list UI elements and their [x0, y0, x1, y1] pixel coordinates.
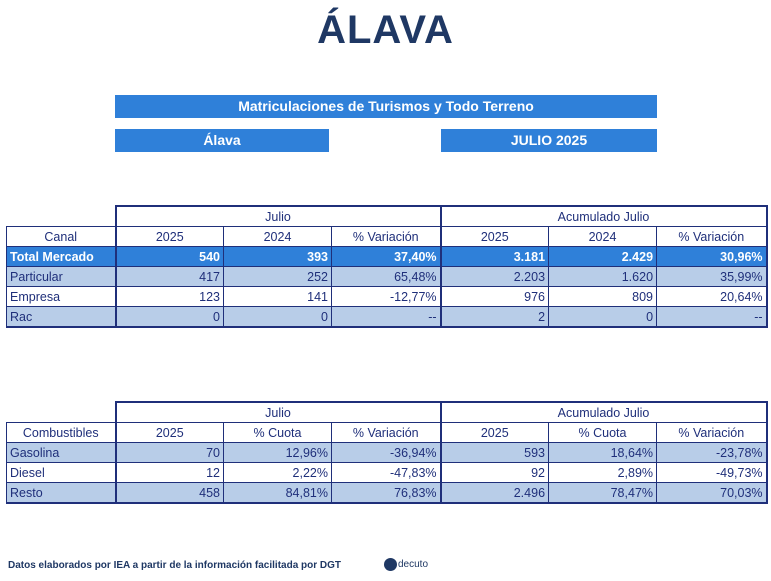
- row-label: Resto: [6, 482, 116, 504]
- group-header-acumulado: Acumulado Julio: [439, 205, 768, 227]
- column-header: % Variación: [656, 226, 768, 247]
- column-header: Combustibles: [6, 422, 116, 443]
- table-cell: -36,94%: [330, 442, 442, 463]
- column-header: % Variación: [330, 422, 442, 443]
- table-cell: 35,99%: [656, 266, 768, 287]
- row-label: Total Mercado: [6, 246, 116, 267]
- table-cell: -23,78%: [656, 442, 768, 463]
- period-label: JULIO 2025: [441, 129, 657, 152]
- logo-text: decuto: [398, 559, 429, 571]
- table-cell: 92: [439, 462, 550, 483]
- column-header: Canal: [6, 226, 116, 247]
- table-cell: 3.181: [439, 246, 550, 267]
- column-header: % Cuota: [223, 422, 332, 443]
- table-cell: 2: [439, 306, 550, 328]
- table-row: Gasolina 70 12,96% -36,94% 593 18,64% -2…: [6, 442, 768, 463]
- table-cell: 12: [114, 462, 224, 483]
- group-header-julio: Julio: [114, 205, 442, 227]
- table-cell: 84,81%: [223, 482, 332, 504]
- column-header: 2025: [114, 226, 224, 247]
- table-cell: 2,22%: [223, 462, 332, 483]
- table-cell: 70,03%: [656, 482, 768, 504]
- table-cell: 2.429: [548, 246, 658, 267]
- region-label: Álava: [115, 129, 329, 152]
- table-cell: 2.496: [439, 482, 550, 504]
- column-header: % Variación: [656, 422, 768, 443]
- row-label: Diesel: [6, 462, 116, 483]
- row-label: Empresa: [6, 286, 116, 307]
- table-cell: 20,64%: [656, 286, 768, 307]
- column-header: 2024: [548, 226, 658, 247]
- table-cell: 593: [439, 442, 550, 463]
- logo-icon: [384, 558, 397, 571]
- table-cell: 540: [114, 246, 224, 267]
- table-cell: 0: [548, 306, 658, 328]
- combustibles-table: Julio Acumulado Julio Combustibles 2025 …: [6, 401, 768, 504]
- table-row: Rac 0 0 -- 2 0 --: [6, 306, 768, 328]
- table-cell: -12,77%: [330, 286, 442, 307]
- table-cell: 2,89%: [548, 462, 658, 483]
- row-label: Particular: [6, 266, 116, 287]
- group-header-acumulado: Acumulado Julio: [439, 401, 768, 423]
- table-row: Resto 458 84,81% 76,83% 2.496 78,47% 70,…: [6, 482, 768, 504]
- column-header: % Cuota: [548, 422, 658, 443]
- table-cell: 78,47%: [548, 482, 658, 504]
- column-header: 2025: [114, 422, 224, 443]
- table-cell: 76,83%: [330, 482, 442, 504]
- table-cell: 123: [114, 286, 224, 307]
- table-cell: 417: [114, 266, 224, 287]
- source-note: Datos elaborados por IEA a partir de la …: [8, 560, 342, 571]
- table-cell: 393: [223, 246, 332, 267]
- column-header: % Variación: [330, 226, 442, 247]
- table-cell: 252: [223, 266, 332, 287]
- table-cell: -47,83%: [330, 462, 442, 483]
- group-header-julio: Julio: [114, 401, 442, 423]
- table-row: Empresa 123 141 -12,77% 976 809 20,64%: [6, 286, 768, 307]
- column-header: 2024: [223, 226, 332, 247]
- table-cell: 12,96%: [223, 442, 332, 463]
- table-cell: 65,48%: [330, 266, 442, 287]
- banner-title: Matriculaciones de Turismos y Todo Terre…: [115, 95, 657, 118]
- table-cell: 141: [223, 286, 332, 307]
- page-title: ÁLAVA: [317, 8, 454, 52]
- table-cell: 37,40%: [330, 246, 442, 267]
- table-cell: 1.620: [548, 266, 658, 287]
- table-cell: 2.203: [439, 266, 550, 287]
- row-label: Gasolina: [6, 442, 116, 463]
- table-cell: 18,64%: [548, 442, 658, 463]
- table-cell: 458: [114, 482, 224, 504]
- table-cell: 0: [114, 306, 224, 328]
- table-cell: 70: [114, 442, 224, 463]
- logo: decuto: [384, 558, 428, 571]
- table-cell: 976: [439, 286, 550, 307]
- table-cell: 30,96%: [656, 246, 768, 267]
- table-row: Total Mercado 540 393 37,40% 3.181 2.429…: [6, 246, 768, 267]
- canal-table: Julio Acumulado Julio Canal 2025 2024 % …: [6, 205, 768, 328]
- row-label: Rac: [6, 306, 116, 328]
- table-row: Particular 417 252 65,48% 2.203 1.620 35…: [6, 266, 768, 287]
- table-cell: -49,73%: [656, 462, 768, 483]
- table-cell: --: [330, 306, 442, 328]
- column-header: 2025: [439, 422, 550, 443]
- table-cell: 809: [548, 286, 658, 307]
- column-header: 2025: [439, 226, 550, 247]
- table-cell: --: [656, 306, 768, 328]
- table-cell: 0: [223, 306, 332, 328]
- table-row: Diesel 12 2,22% -47,83% 92 2,89% -49,73%: [6, 462, 768, 483]
